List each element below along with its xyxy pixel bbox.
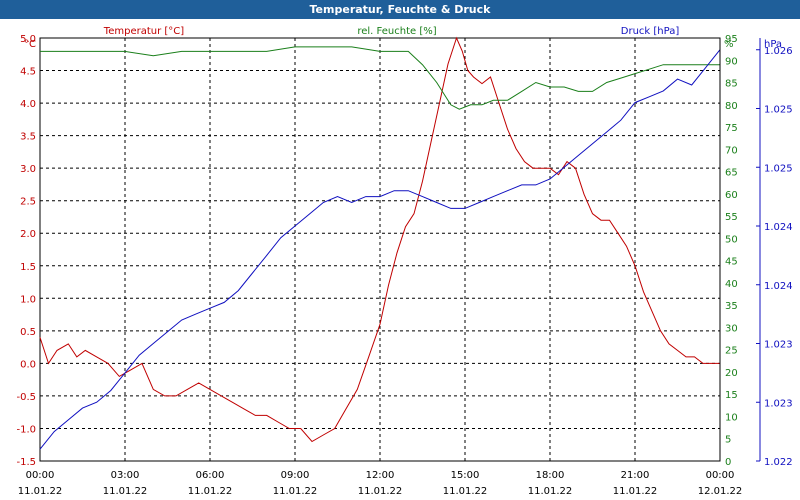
pressure-tick-label: 1.023 <box>764 398 793 409</box>
pressure-tick-label: 1.025 <box>764 163 793 174</box>
series-line-pressure <box>39 49 721 450</box>
temperature-tick-label: 0.5 <box>20 327 36 338</box>
x-tick-time: 06:00 <box>196 470 225 481</box>
humidity-tick-label: 30 <box>725 323 738 334</box>
x-tick-time: 00:00 <box>706 470 735 481</box>
temperature-tick-label: 5.0 <box>20 34 36 45</box>
axis-layer: 00:00 11.01.22 03:00 11.01.22 06:00 11.01.22 0… <box>16 34 792 497</box>
temperature-tick-label: 1.0 <box>20 294 36 305</box>
pressure-tick-label: 1.023 <box>764 340 793 351</box>
x-tick-time: 00:00 <box>26 470 55 481</box>
humidity-tick-label: 50 <box>725 234 738 245</box>
pressure-tick-label: 1.024 <box>764 281 793 292</box>
x-tick-date: 11.01.22 <box>443 486 488 497</box>
pressure-tick-label: 1.022 <box>764 457 793 468</box>
humidity-tick-label: 15 <box>725 390 738 401</box>
humidity-tick-label: 60 <box>725 190 738 201</box>
temperature-tick-label: -1.0 <box>16 424 36 435</box>
humidity-tick-label: 70 <box>725 145 738 156</box>
pressure-tick-label: 1.026 <box>764 46 793 57</box>
series-line-temperature <box>39 36 720 443</box>
series-line-humidity <box>40 46 720 110</box>
x-tick-date: 12.01.22 <box>698 486 743 497</box>
temperature-tick-label: 2.5 <box>20 197 36 208</box>
humidity-unit-label: % <box>724 39 734 50</box>
pressure-axis-title: Druck [hPa] <box>621 26 680 37</box>
x-tick-time: 03:00 <box>111 470 140 481</box>
humidity-tick-label: 35 <box>725 301 738 312</box>
humidity-tick-label: 40 <box>725 279 738 290</box>
humidity-tick-label: 55 <box>725 212 738 223</box>
x-tick-date: 11.01.22 <box>273 486 318 497</box>
x-tick-date: 11.01.22 <box>528 486 573 497</box>
pressure-unit-label: hPa <box>764 39 782 50</box>
humidity-tick-label: 90 <box>725 56 738 67</box>
humidity-tick-label: 45 <box>725 257 738 268</box>
humidity-tick-label: 5 <box>725 435 731 446</box>
temperature-tick-label: 0.0 <box>20 359 36 370</box>
temperature-tick-label: 3.5 <box>20 132 36 143</box>
grid-lines <box>40 38 720 461</box>
x-tick-date: 11.01.22 <box>188 486 233 497</box>
x-tick-time: 15:00 <box>451 470 480 481</box>
temperature-tick-label: -0.5 <box>16 392 36 403</box>
humidity-tick-label: 80 <box>725 101 738 112</box>
humidity-axis-title: rel. Feuchte [%] <box>357 26 436 37</box>
humidity-tick-label: 25 <box>725 346 738 357</box>
temperature-tick-label: 4.5 <box>20 67 36 78</box>
humidity-tick-label: 0 <box>725 457 731 468</box>
temperature-tick-label: 2.0 <box>20 229 36 240</box>
humidity-tick-label: 10 <box>725 412 738 423</box>
x-tick-time: 18:00 <box>536 470 565 481</box>
temperature-tick-label: 1.5 <box>20 262 36 273</box>
humidity-tick-label: 65 <box>725 168 738 179</box>
humidity-tick-label: 75 <box>725 123 738 134</box>
humidity-tick-label: 95 <box>725 34 738 45</box>
humidity-tick-label: 85 <box>725 79 738 90</box>
chart-area: 00:00 11.01.22 03:00 11.01.22 06:00 11.01.22 0… <box>16 26 792 497</box>
temperature-tick-label: 3.0 <box>20 164 36 175</box>
x-tick-date: 11.01.22 <box>358 486 403 497</box>
temperature-tick-label: 4.0 <box>20 99 36 110</box>
x-tick-time: 21:00 <box>621 470 650 481</box>
x-tick-time: 09:00 <box>281 470 310 481</box>
humidity-tick-label: 20 <box>725 368 738 379</box>
x-tick-date: 11.01.22 <box>18 486 63 497</box>
series-layer <box>39 36 721 450</box>
chart-title: Temperatur, Feuchte & Druck <box>0 0 800 19</box>
x-tick-time: 12:00 <box>366 470 395 481</box>
x-tick-date: 11.01.22 <box>613 486 658 497</box>
temperature-unit-label: °C <box>24 39 36 50</box>
pressure-tick-label: 1.024 <box>764 222 793 233</box>
pressure-tick-label: 1.025 <box>764 105 793 116</box>
temperature-axis-title: Temperatur [°C] <box>103 26 184 37</box>
temperature-tick-label: -1.5 <box>16 457 36 468</box>
x-tick-date: 11.01.22 <box>103 486 148 497</box>
